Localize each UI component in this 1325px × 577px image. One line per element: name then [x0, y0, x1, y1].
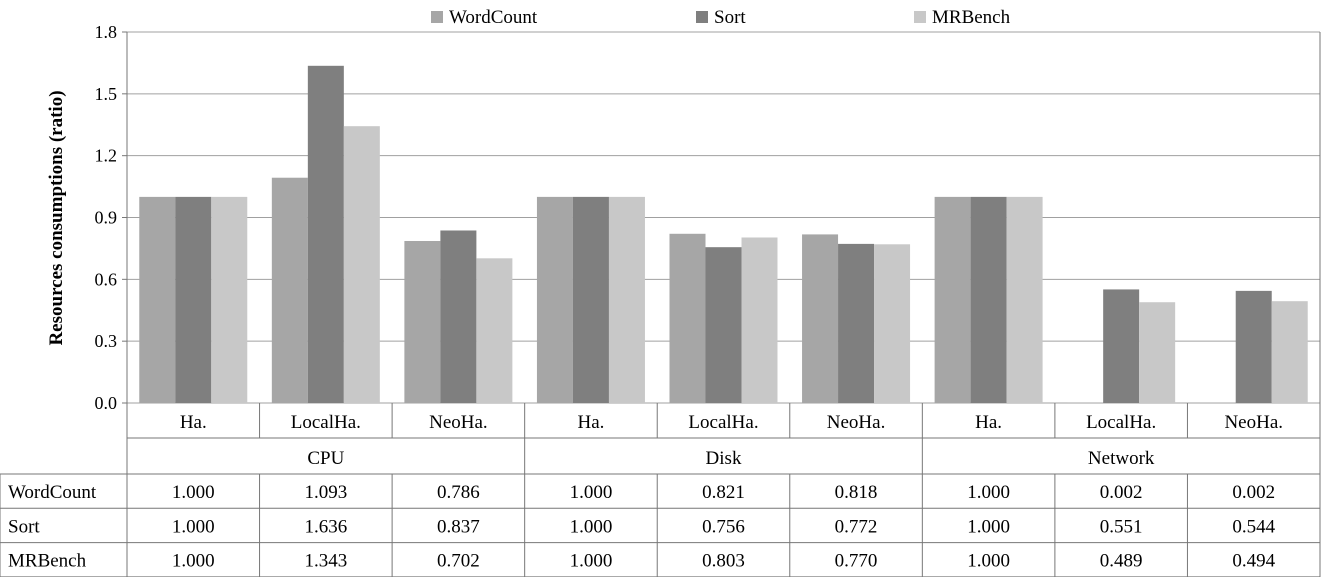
- table-cell: 0.002: [1232, 482, 1275, 503]
- legend-swatch-sort: [696, 11, 708, 23]
- bar-mrbench-7: [1139, 302, 1176, 403]
- legend-label-wordcount: WordCount: [449, 7, 538, 28]
- bar-sort-8: [1235, 290, 1272, 403]
- table-cell: 0.494: [1232, 551, 1275, 572]
- group-label-disk: Disk: [706, 448, 742, 469]
- table-cell: 1.000: [967, 516, 1010, 537]
- legend-label-mrbench: MRBench: [932, 7, 1011, 28]
- table-cell: 1.000: [570, 516, 613, 537]
- bar-mrbench-2: [476, 258, 513, 403]
- axes: 0.0 0.3 0.6 0.9 1.2 1.5 1.8: [95, 22, 128, 413]
- y-tick-label: 0.0: [95, 393, 118, 413]
- bar-wordcount-6: [934, 196, 971, 403]
- table-cell: 0.786: [437, 482, 480, 503]
- x-tick-label: NeoHa.: [827, 412, 886, 433]
- table-cell: 1.000: [172, 551, 215, 572]
- bar-sort-0: [175, 196, 212, 403]
- table-cell: 0.803: [702, 551, 745, 572]
- bars: [139, 65, 1308, 404]
- bar-wordcount-5: [802, 234, 839, 403]
- table-cell: 1.343: [304, 551, 347, 572]
- bar-sort-1: [307, 65, 344, 404]
- legend-swatch-wordcount: [431, 11, 443, 23]
- table-cell: 1.000: [967, 551, 1010, 572]
- y-tick-label: 1.2: [95, 146, 118, 166]
- table-cell: 0.551: [1100, 516, 1143, 537]
- x-tick-label: LocalHa.: [688, 412, 758, 433]
- table-cell: 1.000: [172, 482, 215, 503]
- bar-mrbench-5: [874, 244, 911, 403]
- table-cell: 0.818: [835, 482, 878, 503]
- table-cell: 0.821: [702, 482, 745, 503]
- bar-sort-4: [705, 247, 742, 403]
- bar-mrbench-1: [343, 126, 380, 403]
- group-label-network: Network: [1088, 448, 1155, 469]
- x-tick-label: Ha.: [975, 412, 1002, 433]
- x-tick-label: LocalHa.: [1086, 412, 1156, 433]
- legend-label-sort: Sort: [714, 7, 746, 28]
- table-row-label-wordcount: WordCount: [8, 482, 97, 503]
- legend: WordCount Sort MRBench: [431, 7, 1011, 28]
- table-cell: 0.772: [835, 516, 878, 537]
- table-cell: 0.756: [702, 516, 745, 537]
- x-tick-label: Ha.: [180, 412, 207, 433]
- bar-wordcount-1: [271, 177, 308, 403]
- table-cell: 0.770: [835, 551, 878, 572]
- y-tick-label: 0.6: [95, 269, 118, 289]
- bar-sort-5: [838, 243, 875, 403]
- bar-sort-6: [970, 196, 1007, 403]
- table-cell: 0.837: [437, 516, 480, 537]
- bar-wordcount-2: [404, 240, 441, 403]
- bar-wordcount-0: [139, 196, 176, 403]
- bar-mrbench-8: [1271, 301, 1308, 403]
- table-cell: 1.636: [304, 516, 347, 537]
- table-cell: 0.544: [1232, 516, 1275, 537]
- table-row-label-mrbench: MRBench: [8, 551, 87, 572]
- bar-wordcount-4: [669, 233, 706, 403]
- y-tick-label: 0.3: [95, 331, 118, 351]
- y-tick-label: 0.9: [95, 208, 118, 228]
- bar-mrbench-4: [741, 237, 778, 403]
- table-cell: 0.702: [437, 551, 480, 572]
- x-tick-label: LocalHa.: [291, 412, 361, 433]
- bar-sort-7: [1103, 289, 1140, 403]
- table-cell: 0.489: [1100, 551, 1143, 572]
- table-cell: 1.000: [570, 551, 613, 572]
- y-tick-label: 1.8: [95, 22, 118, 42]
- table-cell: 1.000: [172, 516, 215, 537]
- bar-sort-3: [572, 196, 609, 403]
- bar-sort-2: [440, 230, 477, 403]
- bar-mrbench-3: [608, 196, 645, 403]
- y-tick-label: 1.5: [95, 84, 118, 104]
- y-axis-label: Resources consumptions (ratio): [46, 90, 67, 345]
- data-table: Ha. LocalHa. NeoHa. Ha. LocalHa. NeoHa. Ha. Loc…: [0, 32, 1321, 577]
- group-label-cpu: CPU: [307, 448, 344, 469]
- table-cell: 0.002: [1100, 482, 1143, 503]
- legend-swatch-mrbench: [914, 11, 926, 23]
- bar-mrbench-0: [211, 196, 248, 403]
- x-tick-label: Ha.: [577, 412, 604, 433]
- bar-mrbench-6: [1006, 196, 1043, 403]
- bar-wordcount-3: [536, 196, 573, 403]
- x-tick-label: NeoHa.: [1224, 412, 1283, 433]
- table-cell: 1.000: [570, 482, 613, 503]
- table-cell: 1.000: [967, 482, 1010, 503]
- table-row-label-sort: Sort: [8, 516, 40, 537]
- table-cell: 1.093: [304, 482, 347, 503]
- x-tick-label: NeoHa.: [429, 412, 488, 433]
